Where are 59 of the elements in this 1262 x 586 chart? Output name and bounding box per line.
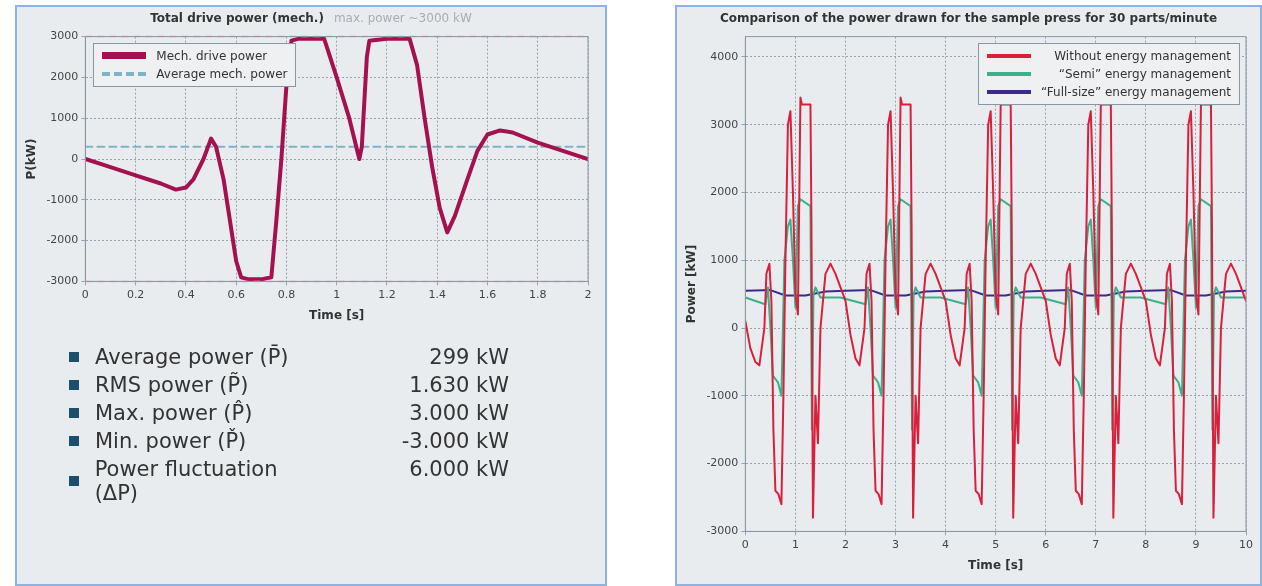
y-tick-label: 1000: [50, 111, 79, 125]
x-tick-label: 1: [333, 287, 341, 301]
y-tick-label: -2000: [46, 233, 79, 247]
text: 299 kW: [428, 345, 509, 369]
y-tick-label: 0: [71, 151, 79, 165]
legend-label: Average mech. power: [156, 66, 288, 81]
legend-label: Mech. drive power: [156, 48, 268, 63]
x-tick-label: 1.6: [478, 287, 497, 301]
x-tick-label: 0.6: [227, 287, 245, 301]
x-tick-label: 1.4: [428, 287, 446, 301]
text: 1.630 kW: [408, 373, 509, 397]
text: 6.000 kW: [408, 457, 509, 483]
y-tick-label: 3000: [710, 117, 739, 131]
x-tick-label: 5: [992, 537, 1000, 551]
x-tick-label: 1.2: [378, 287, 396, 301]
chart-title: Total drive power (mech.): [150, 11, 324, 25]
y-tick-label: 2000: [50, 70, 79, 84]
text: Max. power (P̂): [95, 401, 253, 425]
x-tick-label: 8: [1142, 537, 1150, 551]
y-tick-label: 2000: [710, 185, 739, 199]
x-tick-label: 7: [1092, 537, 1100, 551]
y-tick-label: -1000: [706, 388, 739, 402]
y-tick-label: -2000: [706, 456, 739, 470]
legend-label: Without energy management: [1053, 48, 1231, 63]
y-tick-label: 3000: [50, 29, 79, 43]
x-tick-label: 2: [841, 537, 849, 551]
legend-label: “Full-size” energy management: [1040, 84, 1231, 99]
x-tick-label: 0.2: [126, 287, 145, 301]
x-tick-label: 10: [1239, 537, 1253, 551]
y-tick-label: 1000: [710, 253, 739, 267]
text: Min. power (P̌): [95, 429, 247, 453]
y-tick-label: -3000: [706, 524, 739, 538]
x-tick-label: 6: [1042, 537, 1050, 551]
x-tick-label: 3: [892, 537, 900, 551]
y-axis-title: P(kW): [24, 138, 39, 180]
text: Average power (P̄): [95, 345, 289, 369]
x-tick-label: 1.8: [528, 287, 547, 301]
legend-label: “Semi” energy management: [1057, 66, 1231, 81]
x-axis-title: Time [s]: [309, 307, 365, 322]
x-tick-label: 0: [741, 537, 749, 551]
x-tick-label: 1: [791, 537, 799, 551]
x-tick-label: 0: [81, 287, 89, 301]
chart-title: Comparison of the power drawn for the sample press for 30 parts/minute: [719, 11, 1218, 25]
x-tick-label: 2: [584, 287, 592, 301]
text: Power fluctuation (ΔP): [94, 457, 279, 505]
x-tick-label: 0.4: [177, 287, 195, 301]
y-tick-label: 4000: [710, 49, 739, 63]
y-tick-label: -1000: [46, 192, 79, 206]
text: 3.000 kW: [408, 401, 509, 425]
y-tick-label: 0: [731, 320, 739, 334]
x-tick-label: 4: [942, 537, 950, 551]
x-tick-label: 9: [1192, 537, 1200, 551]
x-tick-label: 0.8: [277, 287, 296, 301]
text: -3.000 kW: [400, 429, 509, 453]
chart-subtitle: max. power ~3000 kW: [333, 11, 472, 25]
y-axis-title: Power [kW]: [684, 244, 699, 324]
y-tick-label: -3000: [46, 274, 79, 288]
x-axis-title: Time [s]: [968, 557, 1024, 572]
text: RMS power (P̃): [95, 373, 249, 397]
